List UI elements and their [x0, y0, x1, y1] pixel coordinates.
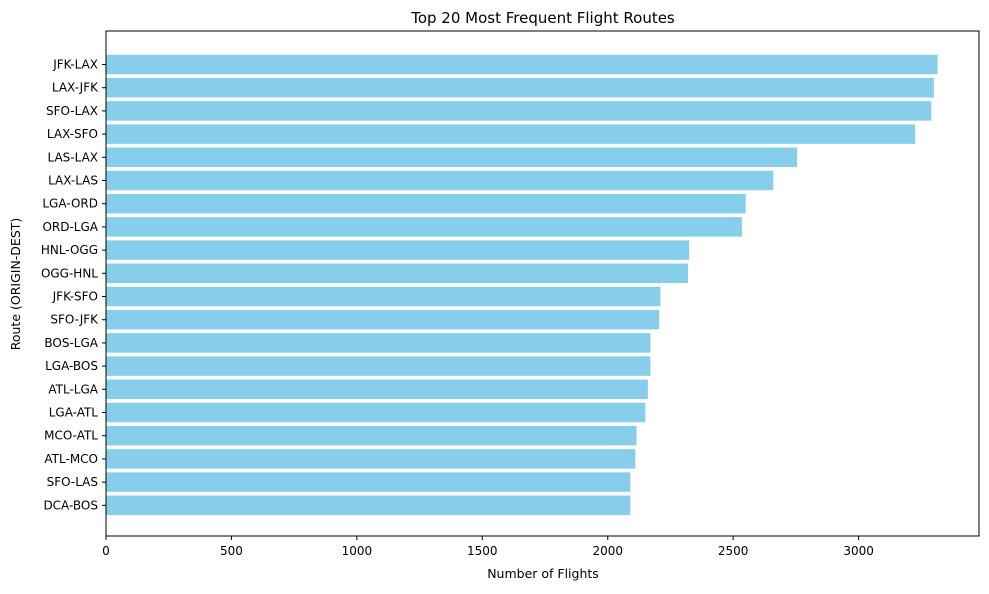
x-tick-label: 1000 — [342, 544, 373, 558]
y-tick-label: LGA-ATL — [49, 406, 99, 420]
y-tick-label: JFK-LAX — [52, 58, 98, 72]
y-tick-label: LAX-JFK — [52, 81, 99, 95]
y-tick-label: JFK-SFO — [52, 290, 98, 304]
bar-lga-atl — [106, 402, 646, 423]
y-tick-label: SFO-JFK — [50, 313, 99, 327]
bar-jfk-sfo — [106, 286, 661, 307]
y-axis-label: Route (ORIGIN-DEST) — [8, 218, 23, 351]
bar-atl-lga — [106, 379, 648, 400]
plot-area-frame — [105, 30, 980, 537]
x-tick-label: 0 — [102, 544, 110, 558]
x-axis-label: Number of Flights — [487, 566, 599, 581]
y-tick-label: OGG-HNL — [41, 266, 98, 280]
y-axis-ticks: JFK-LAX LAX-JFK SFO-LAX LAX-SFO LAS-LAX LAX-L… — [41, 58, 106, 512]
bar-bos-lga — [106, 333, 651, 353]
bar-ogg-hnl — [106, 263, 688, 284]
y-tick-label: BOS-LGA — [44, 336, 98, 350]
y-tick-label: SFO-LAX — [46, 104, 98, 118]
bar-mco-atl — [106, 425, 637, 446]
bar-jfk-lax — [106, 54, 938, 75]
x-tick-label: 1500 — [467, 544, 498, 558]
bar-lga-ord — [106, 193, 746, 214]
bar-lax-jfk — [106, 77, 934, 98]
x-tick-label: 2000 — [592, 544, 623, 558]
y-tick-label: LAS-LAX — [47, 150, 98, 164]
x-tick-label: 3000 — [843, 544, 874, 558]
chart-title: Top 20 Most Frequent Flight Routes — [410, 9, 675, 27]
y-tick-label: LAX-LAS — [48, 174, 98, 188]
y-tick-label: LGA-BOS — [45, 359, 98, 373]
y-tick-label: LAX-SFO — [47, 127, 98, 141]
bar-sfo-jfk — [106, 309, 660, 330]
bars-layer — [106, 54, 938, 516]
bar-sfo-lax — [106, 101, 932, 121]
y-tick-label: MCO-ATL — [44, 429, 98, 443]
y-tick-label: SFO-LAS — [47, 475, 98, 489]
bar-atl-mco — [106, 449, 636, 469]
bar-sfo-las — [106, 472, 631, 492]
bar-las-lax — [106, 147, 798, 168]
x-axis-ticks: 0 500 1000 1500 2000 2500 3000 — [102, 536, 874, 558]
x-tick-label: 500 — [220, 544, 243, 558]
bar-lax-las — [106, 170, 774, 191]
bar-hnl-ogg — [106, 240, 690, 260]
y-tick-label: ATL-MCO — [44, 452, 98, 466]
y-tick-label: DCA-BOS — [43, 498, 98, 512]
y-tick-label: ATL-LGA — [48, 382, 98, 396]
bar-lga-bos — [106, 356, 651, 376]
bar-lax-sfo — [106, 124, 916, 144]
bar-ord-lga — [106, 217, 742, 237]
y-tick-label: ORD-LGA — [42, 220, 98, 234]
x-tick-label: 2500 — [718, 544, 749, 558]
y-tick-label: HNL-OGG — [41, 243, 98, 257]
bar-dca-bos — [106, 495, 631, 516]
y-tick-label: LGA-ORD — [42, 197, 98, 211]
